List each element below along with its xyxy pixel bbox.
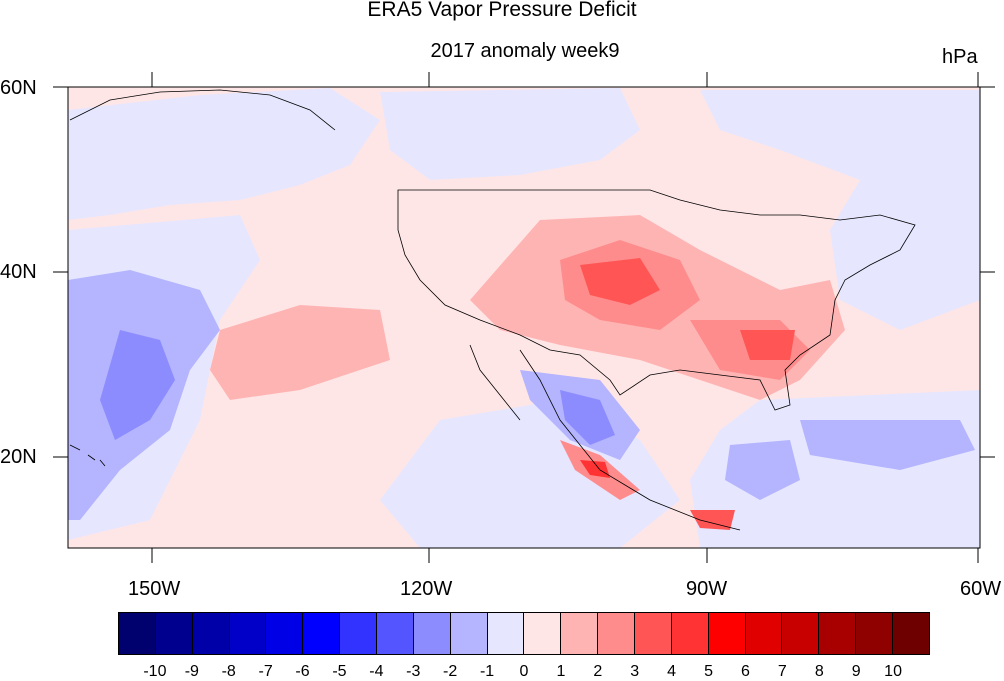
colorbar-swatch — [708, 613, 746, 654]
anomaly-region-pos5-mexico — [580, 460, 610, 478]
colorbar-label: 2 — [593, 663, 603, 680]
colorbar-label: 9 — [851, 663, 861, 680]
colorbar-swatch — [119, 613, 156, 654]
colorbar-label: -2 — [443, 663, 458, 680]
colorbar-swatch — [450, 613, 488, 654]
colorbar-swatch — [893, 613, 929, 654]
colorbar-label: 8 — [814, 663, 824, 680]
anomaly-region-neg3-mexico — [560, 390, 615, 445]
lon-label-60w: 60W — [960, 578, 1002, 600]
colorbar-swatch — [561, 613, 599, 654]
colorbar-label: -1 — [479, 663, 495, 680]
mexico-coast — [519, 349, 741, 531]
anomaly-region-neg1-north — [380, 88, 640, 180]
colorbar-label: -10 — [143, 663, 167, 680]
colorbar-swatch — [598, 613, 636, 654]
colorbar-label: -4 — [369, 663, 384, 680]
lat-label-40n: 40N — [0, 261, 37, 283]
colorbar-label: 1 — [556, 663, 566, 680]
anomaly-region-neg2-atlantic — [800, 420, 975, 470]
colorbar-swatch — [413, 613, 451, 654]
colorbar-label: 7 — [777, 663, 787, 680]
lon-label-90w: 90W — [686, 578, 728, 600]
hawaii-islands — [69, 444, 106, 467]
colorbar-swatch — [155, 613, 193, 654]
lat-label-20n: 20N — [0, 446, 37, 468]
colorbar-swatch — [303, 613, 341, 654]
colorbar-label: 6 — [741, 663, 750, 680]
us-coast-outline — [397, 189, 916, 411]
map-frame — [67, 86, 981, 549]
anomaly-region-pos4-kansas — [580, 258, 660, 305]
colorbar-swatch — [340, 613, 378, 654]
anomaly-region-pos2-subtropics — [210, 305, 390, 400]
units-label: hPa — [942, 46, 978, 68]
anomaly-region-neg2-caribbean — [725, 440, 800, 500]
map-title: ERA5 Vapor Pressure Deficit — [367, 0, 637, 21]
alaska-coast — [69, 89, 336, 131]
colorbar-label: 10 — [884, 663, 902, 680]
colorbar-label: -9 — [184, 663, 199, 680]
anomaly-region-pos4-centralamerica — [690, 510, 735, 530]
axis-ticks — [53, 72, 995, 563]
colorbar-label: -3 — [406, 663, 421, 680]
anomaly-fields — [68, 88, 980, 548]
colorbar-label: 3 — [630, 663, 640, 680]
anomaly-region-neg1-northwest — [68, 88, 380, 220]
colorbar-swatch — [819, 613, 857, 654]
lon-label-120w: 120W — [400, 578, 453, 600]
colorbar-swatch — [487, 613, 525, 654]
colorbar — [118, 612, 930, 655]
anomaly-region-neg1-east — [700, 90, 980, 330]
map-subtitle: 2017 anomaly week9 — [430, 40, 620, 62]
anomaly-region-neg3-pacific — [100, 330, 175, 440]
colorbar-swatch — [745, 613, 783, 654]
colorbar-label: 4 — [667, 663, 677, 680]
colorbar-label: -7 — [258, 663, 273, 680]
lon-label-150w: 150W — [128, 578, 181, 600]
anomaly-region-pos4-georgia — [740, 330, 795, 360]
colorbar-swatch — [377, 613, 414, 654]
coastlines — [69, 89, 916, 531]
colorbar-swatch — [229, 613, 267, 654]
colorbar-swatch — [635, 613, 672, 654]
colorbar-swatch — [856, 613, 894, 654]
colorbar-label: -8 — [221, 663, 236, 680]
colorbar-swatch — [266, 613, 304, 654]
colorbar-swatch — [671, 613, 709, 654]
colorbar-swatch — [524, 613, 562, 654]
colorbar-label: 0 — [519, 663, 529, 680]
colorbar-label: -5 — [332, 663, 347, 680]
colorbar-label: -6 — [295, 663, 310, 680]
colorbar-swatch — [782, 613, 820, 654]
colorbar-label: 5 — [704, 663, 713, 680]
baja-coast — [469, 344, 521, 421]
lat-label-60n: 60N — [0, 77, 37, 99]
colorbar-swatch — [192, 613, 230, 654]
